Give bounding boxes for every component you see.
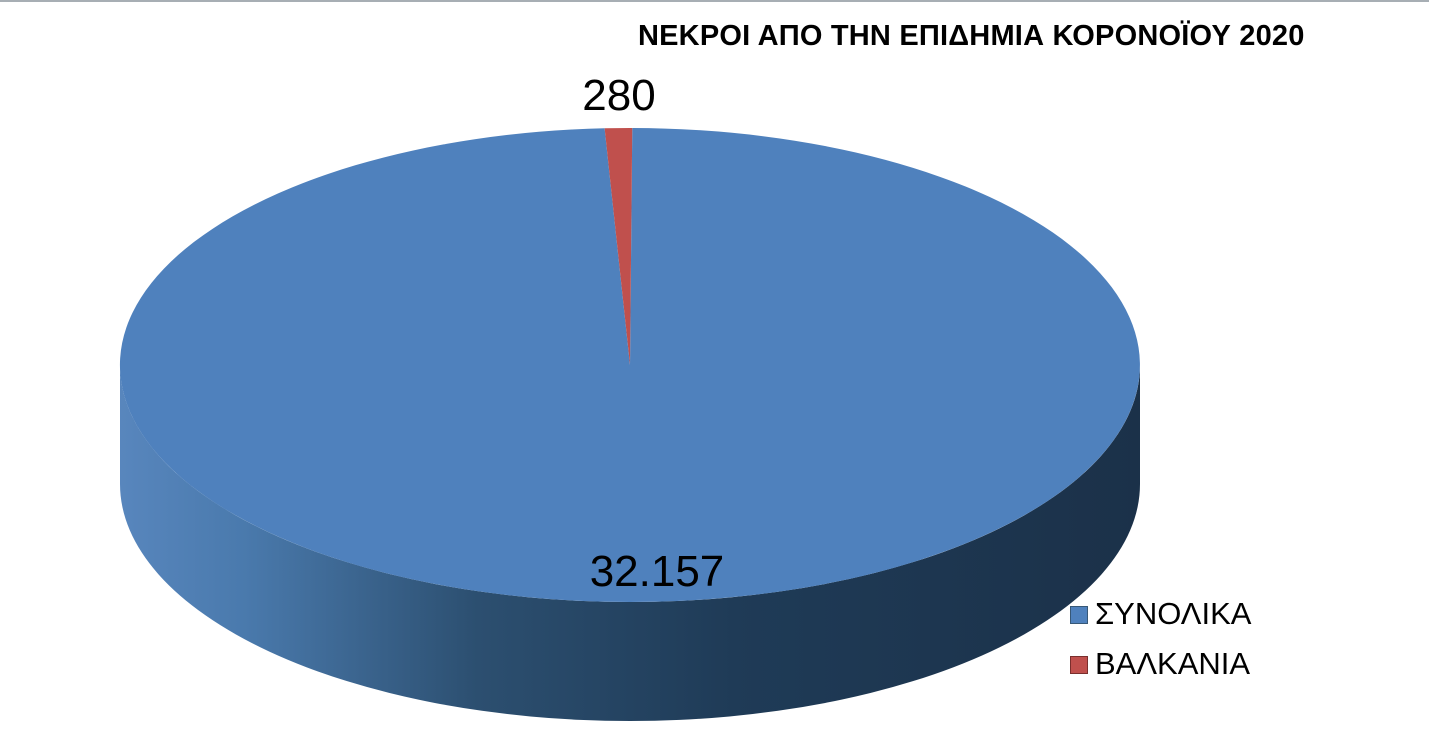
- svg-text:280: 280: [582, 71, 655, 120]
- svg-text:32.157: 32.157: [590, 547, 725, 596]
